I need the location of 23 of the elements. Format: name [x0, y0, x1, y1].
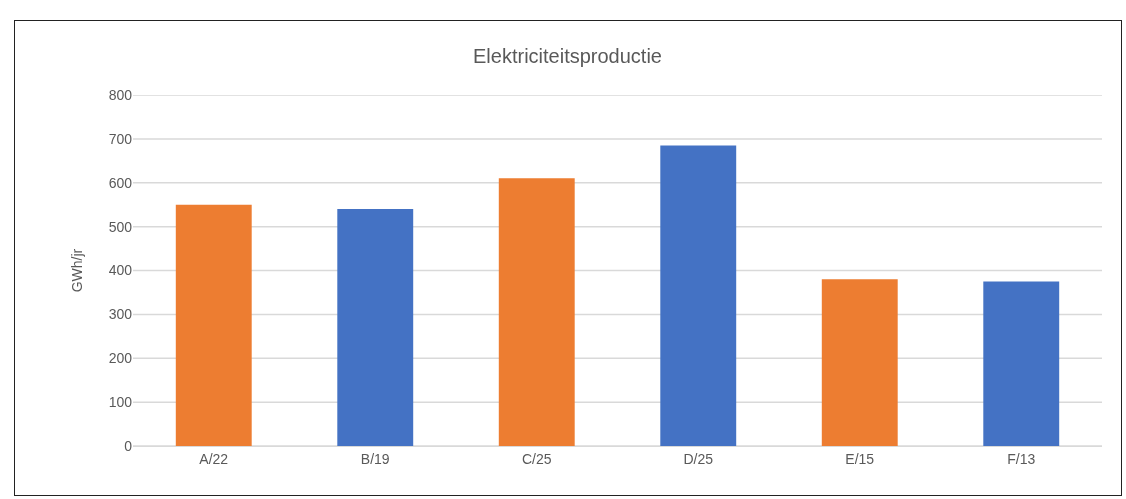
y-tick-label: 300	[108, 306, 133, 323]
y-axis-title: GWh/jr	[69, 248, 86, 293]
x-tick-label: D/25	[683, 450, 714, 467]
y-tick-label: 200	[108, 350, 133, 367]
y-tick-label: 500	[108, 218, 133, 235]
y-tick-label: 100	[108, 394, 133, 411]
bar	[660, 145, 737, 446]
bar	[337, 209, 414, 446]
x-tick-label: E/15	[845, 450, 875, 467]
y-tick-label: 700	[108, 130, 133, 147]
bar	[175, 204, 252, 446]
y-tick-label: 0	[124, 437, 133, 454]
bar	[821, 279, 898, 446]
y-tick-label: 800	[108, 86, 133, 103]
x-tick-label: B/19	[360, 450, 390, 467]
bar	[498, 178, 575, 446]
y-tick-label: 400	[108, 262, 133, 279]
x-tick-label: F/13	[1007, 450, 1036, 467]
chart-title: Elektriciteitsproductie	[473, 45, 662, 68]
bar	[983, 281, 1060, 446]
x-tick-label: A/22	[199, 450, 229, 467]
x-tick-label: C/25	[521, 450, 552, 467]
y-tick-label: 600	[108, 174, 133, 191]
